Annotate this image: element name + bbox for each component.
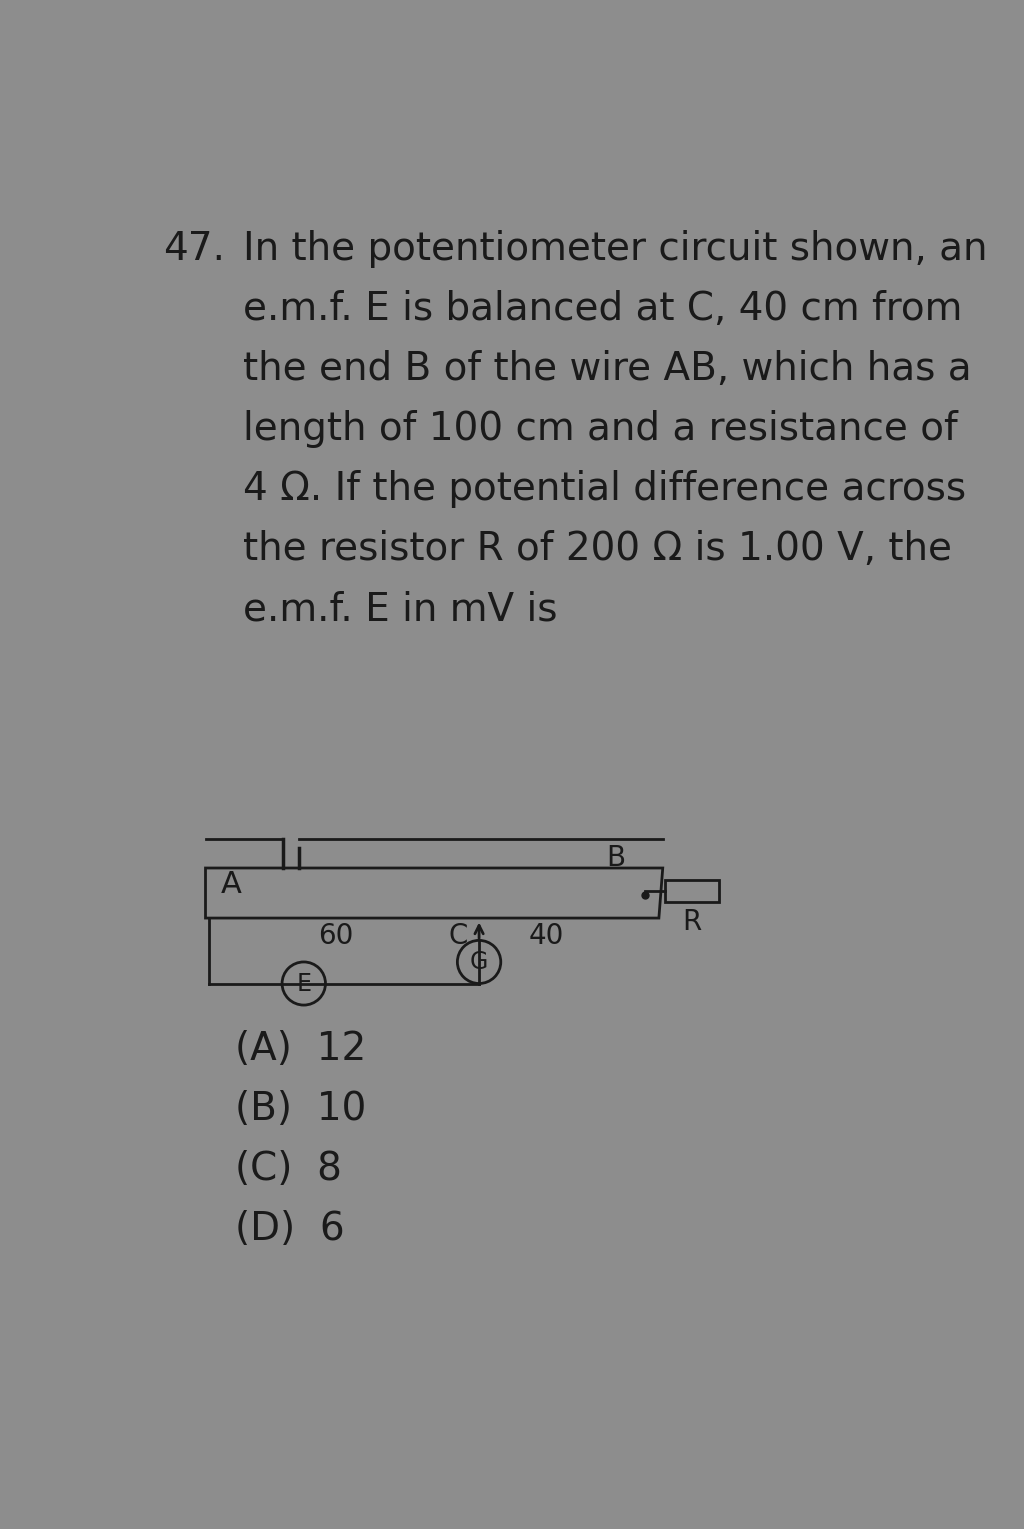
Text: the resistor R of 200 Ω is 1.00 V, the: the resistor R of 200 Ω is 1.00 V, the <box>243 531 951 567</box>
Text: C: C <box>449 922 468 950</box>
Text: (C)  8: (C) 8 <box>234 1150 342 1188</box>
Text: B: B <box>606 844 626 872</box>
Text: (B)  10: (B) 10 <box>234 1090 367 1128</box>
Text: A: A <box>221 870 242 899</box>
Text: length of 100 cm and a resistance of: length of 100 cm and a resistance of <box>243 410 957 448</box>
Text: In the potentiometer circuit shown, an: In the potentiometer circuit shown, an <box>243 229 987 268</box>
Text: (A)  12: (A) 12 <box>234 1029 367 1067</box>
Text: 47.: 47. <box>163 229 225 268</box>
Text: 60: 60 <box>318 922 353 950</box>
Bar <box>665 881 719 902</box>
Text: R: R <box>683 908 701 936</box>
Text: (D)  6: (D) 6 <box>234 1209 345 1248</box>
Text: e.m.f. E is balanced at C, 40 cm from: e.m.f. E is balanced at C, 40 cm from <box>243 289 963 327</box>
Text: 4 Ω. If the potential difference across: 4 Ω. If the potential difference across <box>243 469 966 508</box>
Text: e.m.f. E in mV is: e.m.f. E in mV is <box>243 590 557 628</box>
Text: G: G <box>470 950 488 974</box>
Text: the end B of the wire AB, which has a: the end B of the wire AB, which has a <box>243 350 972 388</box>
Text: E: E <box>296 971 311 995</box>
Text: 40: 40 <box>528 922 564 950</box>
